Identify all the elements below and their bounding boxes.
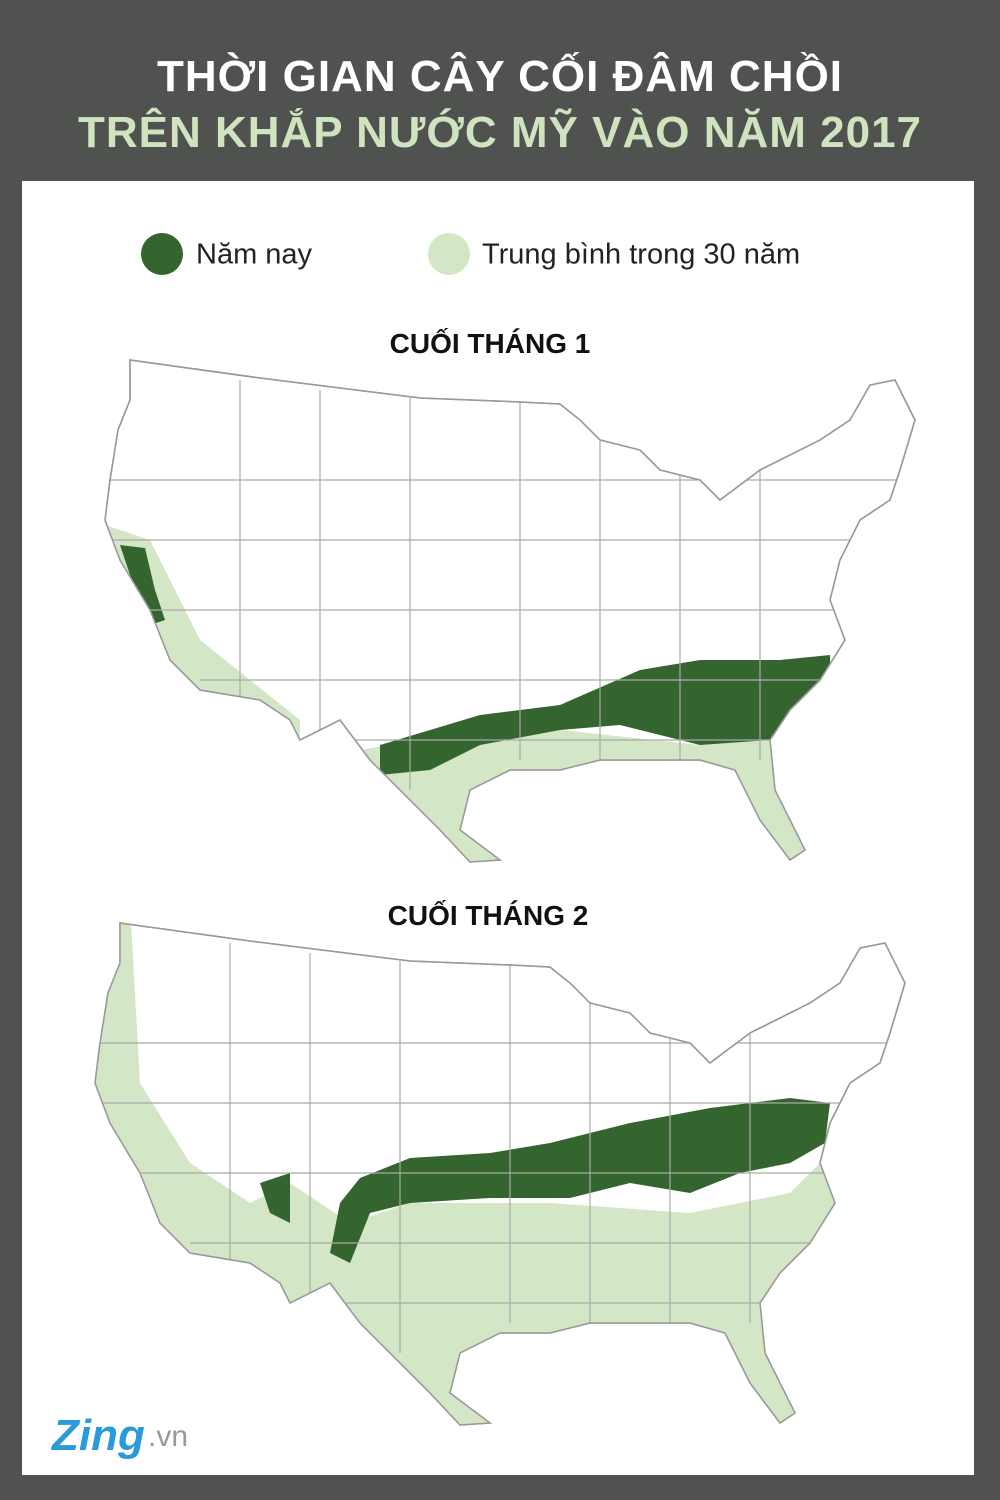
region-this-year <box>260 1173 290 1223</box>
title-line-1: THỜI GIAN CÂY CỐI ĐÂM CHỒI <box>156 52 844 101</box>
title-line-2: TRÊN KHẮP NƯỚC MỸ VÀO NĂM 2017 <box>77 108 923 157</box>
map-title: CUỐI THÁNG 1 <box>390 327 591 359</box>
legend-swatch <box>141 233 183 275</box>
region-this-year <box>120 545 165 625</box>
legend-swatch <box>428 233 470 275</box>
logo-domain: .vn <box>148 1420 188 1453</box>
map-january <box>104 359 916 863</box>
region-this-year <box>380 655 830 775</box>
map-title: CUỐI THÁNG 2 <box>388 899 589 931</box>
logo: Zing <box>50 1411 145 1460</box>
legend-label: Năm nay <box>196 239 313 271</box>
map-february <box>94 922 906 1426</box>
legend-label: Trung bình trong 30 năm <box>482 239 800 271</box>
region-this-year <box>330 1098 830 1263</box>
